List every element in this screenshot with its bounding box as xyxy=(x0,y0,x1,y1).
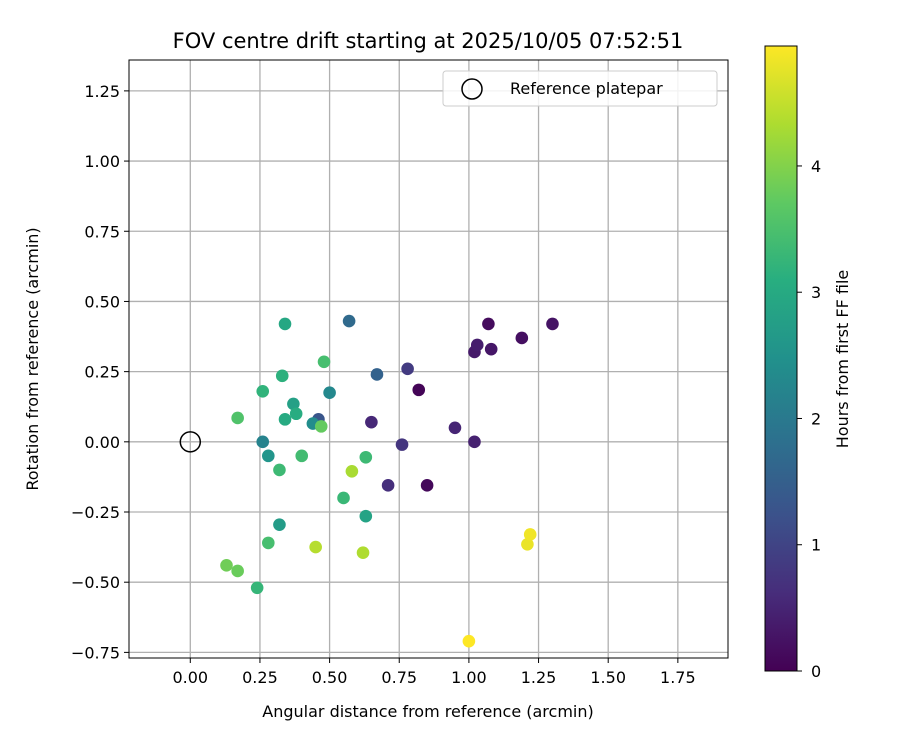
legend-box xyxy=(442,70,718,107)
x-tick-label-3: 0.75 xyxy=(381,668,417,687)
colorbar-label: Hours from first FF file xyxy=(833,270,852,449)
data-point-40 xyxy=(345,465,359,478)
data-point-11 xyxy=(381,479,395,492)
data-point-20 xyxy=(262,449,275,463)
data-point-34 xyxy=(359,450,373,464)
data-point-21 xyxy=(273,518,286,531)
data-point-5 xyxy=(484,342,498,356)
data-point-26 xyxy=(289,407,303,421)
colorbar-tick-label-0: 0 xyxy=(811,662,821,681)
legend: Reference platepar xyxy=(442,70,718,107)
x-tick-label-4: 1.00 xyxy=(451,668,487,687)
data-point-22 xyxy=(287,397,300,411)
y-tick-label-1: −0.50 xyxy=(71,573,120,592)
data-point-30 xyxy=(337,491,350,505)
y-tick-label-7: 1.00 xyxy=(84,152,120,171)
data-point-43 xyxy=(521,537,534,551)
data-point-7 xyxy=(470,338,484,352)
y-tick-label-3: 0.00 xyxy=(84,433,120,452)
data-point-35 xyxy=(317,355,331,369)
data-point-41 xyxy=(356,546,370,560)
y-tick-label-6: 0.75 xyxy=(84,222,120,241)
grid-lines xyxy=(129,60,728,658)
data-point-1 xyxy=(420,479,434,492)
colorbar-tick-label-1: 1 xyxy=(811,536,821,555)
data-point-28 xyxy=(256,384,270,398)
y-tick-label-0: −0.75 xyxy=(71,643,120,662)
data-point-33 xyxy=(262,536,275,550)
data-point-0 xyxy=(412,383,426,397)
data-point-31 xyxy=(273,463,286,477)
legend-marker-icon xyxy=(461,78,483,100)
data-point-37 xyxy=(314,420,328,433)
y-tick-label-8: 1.25 xyxy=(84,82,120,101)
x-tick-label-5: 1.25 xyxy=(521,668,557,687)
data-point-23 xyxy=(359,509,373,523)
x-tick-label-0: 0.00 xyxy=(172,668,208,687)
y-tick-label-2: −0.25 xyxy=(71,503,120,522)
y-axis-label: Rotation from reference (arcmin) xyxy=(23,227,42,490)
chart-title: FOV centre drift starting at 2025/10/05 … xyxy=(173,29,684,53)
data-point-12 xyxy=(395,438,409,451)
data-point-29 xyxy=(250,581,264,595)
colorbar-tick-label-2: 2 xyxy=(811,409,821,428)
y-tick-label-5: 0.50 xyxy=(84,292,120,311)
plot-frame xyxy=(128,59,729,659)
data-point-15 xyxy=(370,368,384,381)
x-tick-label-2: 0.50 xyxy=(312,668,348,687)
x-tick-label-1: 0.25 xyxy=(242,668,278,687)
colorbar-gradient xyxy=(764,45,798,672)
data-point-10 xyxy=(365,415,378,429)
x-tick-label-6: 1.50 xyxy=(590,668,626,687)
data-point-4 xyxy=(546,317,559,331)
data-point-24 xyxy=(278,317,292,331)
colorbar-tick-label-4: 4 xyxy=(811,157,821,176)
data-points xyxy=(220,314,559,648)
data-point-42 xyxy=(309,540,322,554)
y-tick-label-4: 0.25 xyxy=(84,363,120,382)
data-point-3 xyxy=(515,331,529,345)
colorbar-tick-label-3: 3 xyxy=(811,283,821,302)
legend-entry-reference: Reference platepar xyxy=(510,79,663,98)
reference-platepar-marker xyxy=(179,431,202,453)
data-point-13 xyxy=(401,362,414,376)
data-point-32 xyxy=(295,449,309,463)
x-axis-label: Angular distance from reference (arcmin) xyxy=(262,702,593,721)
data-point-17 xyxy=(256,435,270,449)
colorbar: 0 1 2 3 4 Hours from first FF file xyxy=(764,45,852,681)
data-point-18 xyxy=(323,386,336,399)
data-point-9 xyxy=(448,421,462,435)
y-axis-ticks: −0.75 −0.50 −0.25 0.00 0.25 0.50 0.75 1.00 1.25 xyxy=(71,82,129,662)
data-point-36 xyxy=(231,411,244,425)
data-point-16 xyxy=(342,314,356,328)
colorbar-ticks: 0 1 2 3 4 xyxy=(797,157,821,681)
data-point-44 xyxy=(523,528,537,541)
x-axis-ticks: 0.00 0.25 0.50 0.75 1.00 1.25 1.50 1.75 xyxy=(172,658,696,687)
data-point-25 xyxy=(278,413,292,426)
data-point-45 xyxy=(462,634,476,648)
data-point-2 xyxy=(482,317,495,331)
data-point-27 xyxy=(275,369,289,383)
data-point-39 xyxy=(220,559,233,572)
data-point-8 xyxy=(468,435,481,449)
x-tick-label-7: 1.75 xyxy=(660,668,696,687)
data-point-38 xyxy=(231,564,244,578)
